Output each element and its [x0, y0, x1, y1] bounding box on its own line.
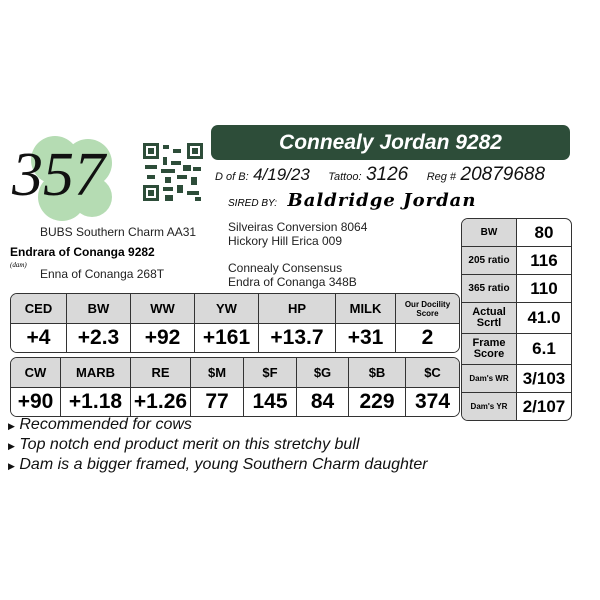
header-m: $M: [191, 358, 244, 388]
stat-value: 41.0: [517, 303, 571, 334]
tattoo-label: Tattoo:: [328, 171, 362, 183]
value-ced: +4: [11, 324, 67, 352]
clover-logo-icon: [31, 136, 112, 221]
note-item: ▶ Dam is a bigger framed, young Southern…: [8, 456, 428, 474]
value-g: 84: [297, 388, 349, 416]
stat-label: 205 ratio: [462, 247, 517, 275]
dob-value: 4/19/23: [253, 165, 310, 184]
value-m: 77: [191, 388, 244, 416]
bullet-icon: ▶: [8, 441, 15, 451]
header-g: $G: [297, 358, 349, 388]
value-c: 374: [406, 388, 459, 416]
header-yw: YW: [195, 294, 259, 324]
value-docility: 2: [396, 324, 459, 352]
header-bw: BW: [67, 294, 131, 324]
value-yw: +161: [195, 324, 259, 352]
value-bw: +2.3: [67, 324, 131, 352]
stat-value: 2/107: [522, 396, 566, 416]
epd-table-1: CED BW WW YW HP MILK Our Docility Score …: [10, 293, 460, 353]
stat-label: Actual Scrtl: [462, 303, 517, 334]
dam-dam: Enna of Conanga 268T: [40, 267, 165, 281]
stat-value: 116: [517, 247, 571, 275]
stat-label: Dam's WR: [462, 365, 517, 393]
value-marb: +1.18: [61, 388, 131, 416]
reg-value: 20879688: [460, 164, 546, 185]
value-cw: +90: [11, 388, 61, 416]
header-c: $C: [406, 358, 459, 388]
value-milk: +31: [336, 324, 396, 352]
header-marb: MARB: [61, 358, 131, 388]
stat-value: 3/103: [517, 365, 571, 393]
header-hp: HP: [259, 294, 336, 324]
sire-dam: Hickory Hill Erica 009: [228, 234, 343, 248]
header-ced: CED: [11, 294, 67, 324]
epd-table-2: CW MARB RE $M $F $G $B $C +90 +1.18 +1.2…: [10, 357, 460, 417]
dob-label: D of B:: [215, 171, 249, 183]
note-text: Dam is a bigger framed, young Southern C…: [19, 456, 428, 473]
animal-name-banner: Connealy Jordan 9282: [211, 125, 570, 160]
stat-value: 110: [517, 275, 571, 303]
id-line: D of B: 4/19/23 Tattoo: 3126 Reg # 20879…: [215, 164, 545, 186]
stat-label: BW: [462, 219, 517, 247]
dam-sire: BUBS Southern Charm AA31: [40, 225, 197, 239]
value-f: 145: [244, 388, 297, 416]
stat-value: 80: [517, 219, 571, 247]
lot-number: 357: [12, 141, 105, 209]
value-hp: +13.7: [259, 324, 336, 352]
header-docility: Our Docility Score: [396, 294, 459, 324]
header-b: $B: [349, 358, 406, 388]
stat-label: Dam's YR: [462, 393, 517, 420]
header-ww: WW: [131, 294, 195, 324]
stat-label: 365 ratio: [462, 275, 517, 303]
note-item: ▶ Recommended for cows: [8, 416, 192, 434]
sire-line: SIRED BY: Baldridge Jordan: [228, 190, 476, 211]
pedigree-line-3: Connealy Consensus: [228, 261, 343, 275]
header-milk: MILK: [336, 294, 396, 324]
sired-by-label: SIRED BY:: [228, 198, 278, 209]
stat-value: 6.1: [517, 334, 571, 365]
pedigree-line-4: Endra of Conanga 348B: [228, 275, 357, 289]
header-cw: CW: [11, 358, 61, 388]
dam-label: (dam): [10, 261, 27, 269]
dam-name: Endrara of Conanga 9282: [10, 245, 155, 259]
value-b: 229: [349, 388, 406, 416]
performance-table: BW 80 205 ratio 116 365 ratio 110 Actual Sc…: [461, 218, 572, 421]
value-ww: +92: [131, 324, 195, 352]
sire-sire: Silveiras Conversion 8064: [228, 220, 368, 234]
note-text: Recommended for cows: [19, 416, 192, 433]
stat-label: Frame Score: [462, 334, 517, 365]
header-f: $F: [244, 358, 297, 388]
note-text: Top notch end product merit on this stre…: [19, 436, 360, 453]
reg-label: Reg #: [426, 171, 457, 183]
bullet-icon: ▶: [8, 461, 15, 471]
bullet-icon: ▶: [8, 421, 15, 431]
note-item: ▶ Top notch end product merit on this st…: [8, 436, 359, 454]
qr-code-icon[interactable]: [143, 143, 203, 201]
sire-name: Baldridge Jordan: [287, 190, 477, 211]
header-re: RE: [131, 358, 191, 388]
value-re: +1.26: [131, 388, 191, 416]
tattoo-value: 3126: [365, 164, 409, 185]
